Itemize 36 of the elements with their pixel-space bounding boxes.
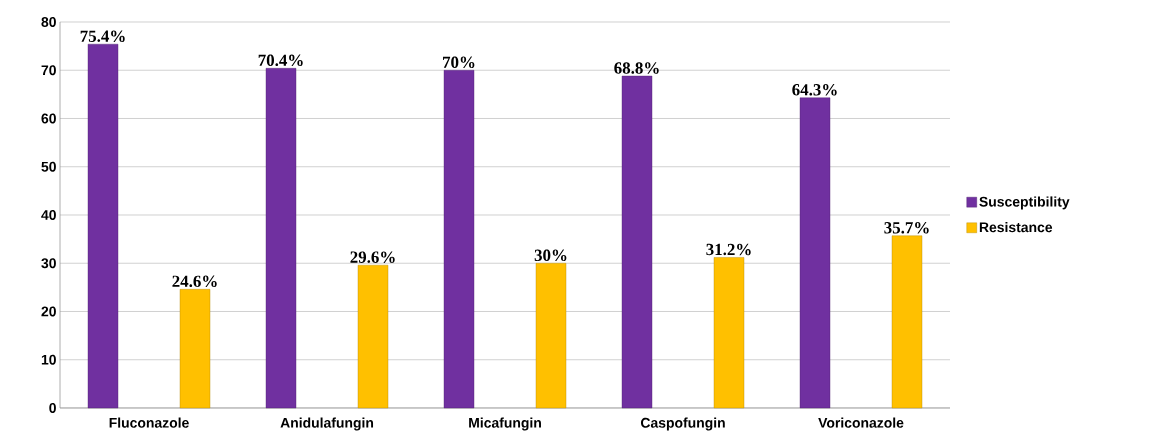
y-tick-label: 30 — [41, 258, 56, 269]
y-tick-label: 10 — [41, 354, 56, 365]
y-tick-label: 80 — [41, 17, 56, 27]
x-tick-label: Micafungin — [469, 417, 541, 431]
bar — [621, 75, 653, 409]
data-label: 70% — [443, 56, 475, 69]
y-tick-label: 20 — [41, 306, 56, 317]
bar — [357, 264, 389, 409]
bar — [265, 68, 297, 409]
data-label: 31.2% — [706, 243, 751, 256]
data-label: 30% — [534, 249, 567, 262]
x-tick-label: Voriconazole — [818, 417, 904, 428]
legend-label: Resistance — [979, 221, 1053, 233]
bar — [179, 289, 211, 409]
y-tick-label: 50 — [41, 161, 56, 172]
y-tick-label: 60 — [41, 113, 56, 124]
data-label: 29.6% — [350, 251, 395, 263]
y-tick-label: 70 — [41, 65, 56, 76]
bar — [535, 263, 567, 409]
x-tick-label: Anidulafungin — [280, 417, 374, 431]
legend-label: Susceptibility — [979, 196, 1070, 210]
data-label: 24.6% — [172, 275, 217, 288]
data-label: 75.4% — [80, 30, 125, 42]
data-label: 64.3% — [792, 84, 837, 96]
data-label: 70.4% — [258, 54, 303, 67]
y-tick-label: 0 — [49, 403, 56, 413]
data-label: 35.7% — [884, 222, 929, 234]
data-label: 68.8% — [614, 62, 659, 74]
y-tick-label: 40 — [41, 210, 56, 220]
bar — [87, 43, 119, 409]
bar — [891, 235, 923, 409]
x-tick-label: Caspofungin — [640, 417, 725, 431]
bar — [799, 97, 831, 409]
bar — [443, 70, 475, 409]
bar — [713, 257, 745, 409]
x-tick-label: Fluconazole — [109, 417, 189, 428]
